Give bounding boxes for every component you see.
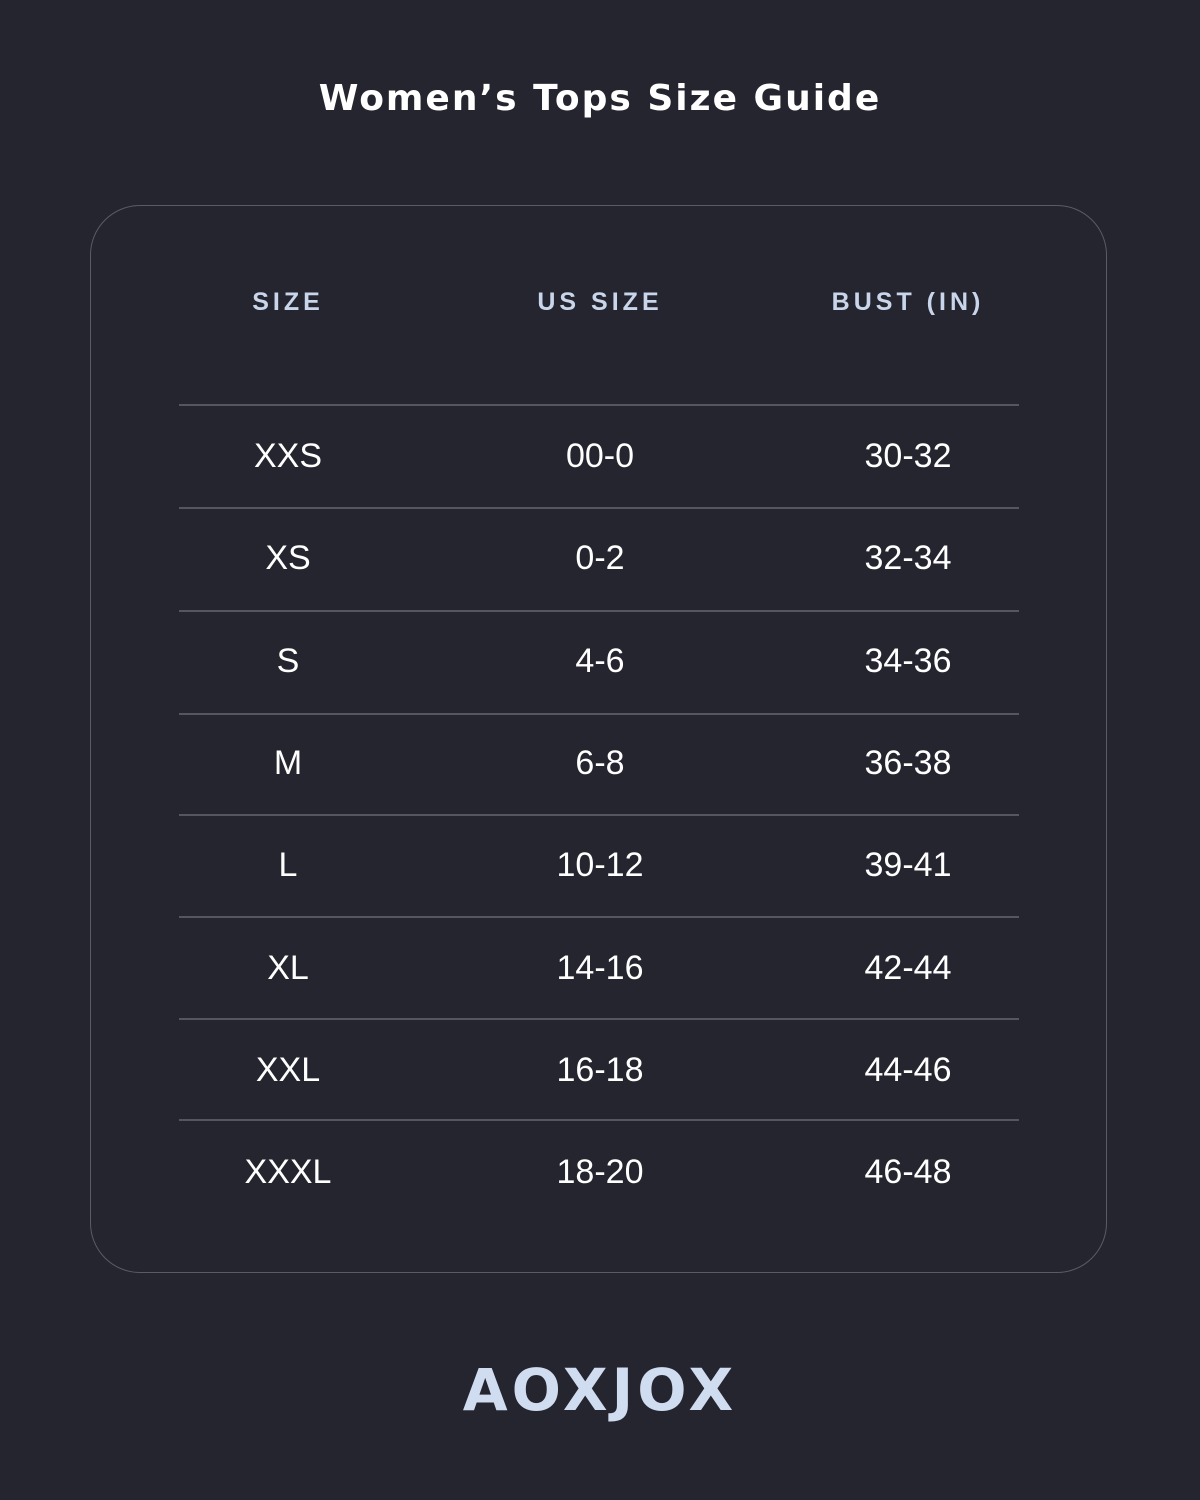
cell-size: S — [276, 641, 300, 680]
row-divider — [179, 1018, 1019, 1020]
cell-bust: 44-46 — [864, 1050, 952, 1089]
cell-bust: 32-34 — [864, 539, 952, 578]
row-divider — [179, 1119, 1019, 1121]
cell-us-size: 10-12 — [556, 846, 644, 885]
row-divider — [179, 404, 1019, 406]
cell-bust: 39-41 — [864, 846, 952, 885]
cell-size: XXS — [253, 437, 323, 475]
column-header-us-size: US SIZE — [537, 288, 663, 316]
row-divider — [179, 814, 1019, 816]
cell-bust: 34-36 — [864, 641, 952, 680]
cell-us-size: 6-8 — [575, 743, 625, 782]
column-header-bust: BUST (IN) — [831, 288, 985, 316]
column-header-size: SIZE — [252, 288, 324, 316]
row-divider — [179, 713, 1019, 715]
cell-bust: 46-48 — [864, 1153, 952, 1192]
row-divider — [179, 507, 1019, 509]
cell-bust: 42-44 — [864, 948, 952, 987]
brand-logo: AOXJOX — [463, 1356, 737, 1424]
cell-size: XL — [267, 948, 309, 987]
svg-text:AOXJOX: AOXJOX — [463, 1356, 737, 1424]
cell-us-size: 4-6 — [575, 641, 625, 680]
cell-size: XS — [265, 539, 311, 578]
cell-size: XXXL — [244, 1153, 332, 1192]
cell-size: L — [278, 846, 298, 885]
cell-us-size: 0-2 — [575, 539, 625, 578]
cell-size: M — [273, 743, 303, 782]
cell-us-size: 14-16 — [556, 948, 644, 987]
cell-bust: 30-32 — [864, 437, 952, 475]
page-title: Women’s Tops Size Guide — [318, 78, 882, 119]
cell-us-size: 00-0 — [565, 437, 635, 475]
cell-bust: 36-38 — [864, 743, 952, 782]
row-divider — [179, 916, 1019, 918]
cell-us-size: 18-20 — [556, 1153, 644, 1192]
cell-size: XXL — [255, 1050, 321, 1089]
size-table-card — [90, 205, 1107, 1273]
row-divider — [179, 610, 1019, 612]
cell-us-size: 16-18 — [556, 1050, 644, 1089]
